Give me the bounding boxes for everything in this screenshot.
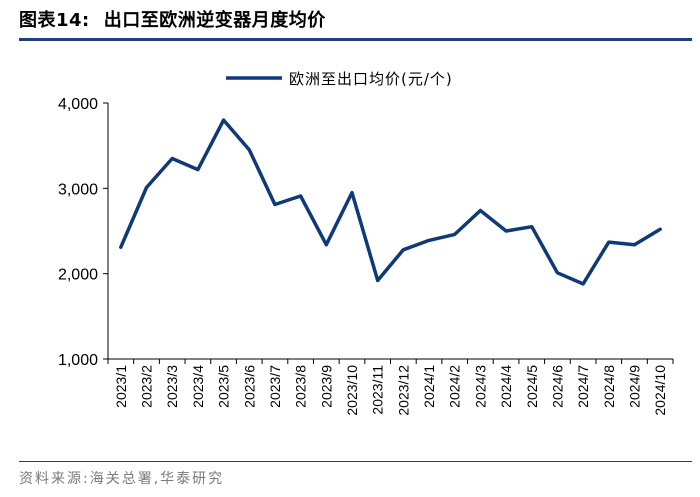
x-tick-label: 2023/3 — [164, 365, 180, 408]
data-point — [607, 240, 611, 244]
data-point — [324, 243, 328, 247]
x-tick-label: 2023/10 — [344, 365, 360, 416]
data-point — [299, 194, 303, 198]
source-note: 资料来源:海关总署,华泰研究 — [19, 471, 225, 487]
y-tick-label: 4,000 — [58, 96, 98, 113]
data-point — [145, 185, 149, 189]
x-tick-label: 2024/1 — [421, 365, 437, 408]
figure-title-text: 出口至欧洲逆变器月度均价 — [103, 10, 326, 31]
x-tick-label: 2024/2 — [447, 365, 463, 408]
data-point — [273, 203, 277, 207]
source-rule — [19, 461, 692, 462]
x-tick-label: 2023/8 — [293, 365, 309, 408]
x-tick-label: 2023/7 — [267, 365, 283, 408]
x-tick-label: 2023/4 — [190, 365, 206, 408]
data-point — [170, 156, 174, 160]
data-point — [119, 245, 123, 249]
x-tick-label: 2023/2 — [139, 365, 155, 408]
data-point — [247, 148, 251, 152]
x-tick-label: 2024/4 — [498, 365, 514, 408]
data-point — [632, 243, 636, 247]
data-point — [222, 118, 226, 122]
figure-title: 图表14: 出口至欧洲逆变器月度均价 — [19, 6, 326, 32]
figure-label: 图表14: — [19, 10, 90, 31]
title-rule — [19, 38, 692, 41]
data-point — [350, 191, 354, 195]
x-tick-label: 2023/12 — [395, 365, 411, 416]
data-point — [555, 271, 559, 275]
series-line — [119, 118, 662, 286]
x-tick-label: 2024/3 — [472, 365, 488, 408]
data-point — [658, 227, 662, 231]
data-point — [376, 278, 380, 282]
data-point — [504, 229, 508, 233]
data-point — [401, 248, 405, 252]
data-point — [581, 282, 585, 286]
data-point — [530, 225, 534, 229]
data-point — [196, 168, 200, 172]
x-tick-label: 2024/7 — [575, 365, 591, 408]
x-tick-label: 2023/11 — [370, 365, 386, 415]
y-tick-label: 2,000 — [58, 267, 98, 284]
x-tick-label: 2024/10 — [652, 365, 668, 416]
x-tick-label: 2023/5 — [216, 365, 232, 408]
y-tick-label: 3,000 — [58, 181, 98, 198]
data-point — [478, 209, 482, 213]
x-tick-label: 2023/6 — [241, 365, 257, 408]
x-tick-label: 2024/5 — [524, 365, 540, 408]
data-point — [453, 232, 457, 236]
x-tick-label: 2024/8 — [601, 365, 617, 408]
x-tick-label: 2023/1 — [113, 365, 129, 408]
legend-label: 欧洲至出口均价(元/个) — [289, 70, 453, 88]
data-point — [427, 238, 431, 242]
x-tick-label: 2024/6 — [549, 365, 565, 408]
x-tick-label: 2024/9 — [626, 365, 642, 408]
x-tick-label: 2023/9 — [318, 365, 334, 408]
y-tick-label: 1,000 — [58, 352, 98, 369]
